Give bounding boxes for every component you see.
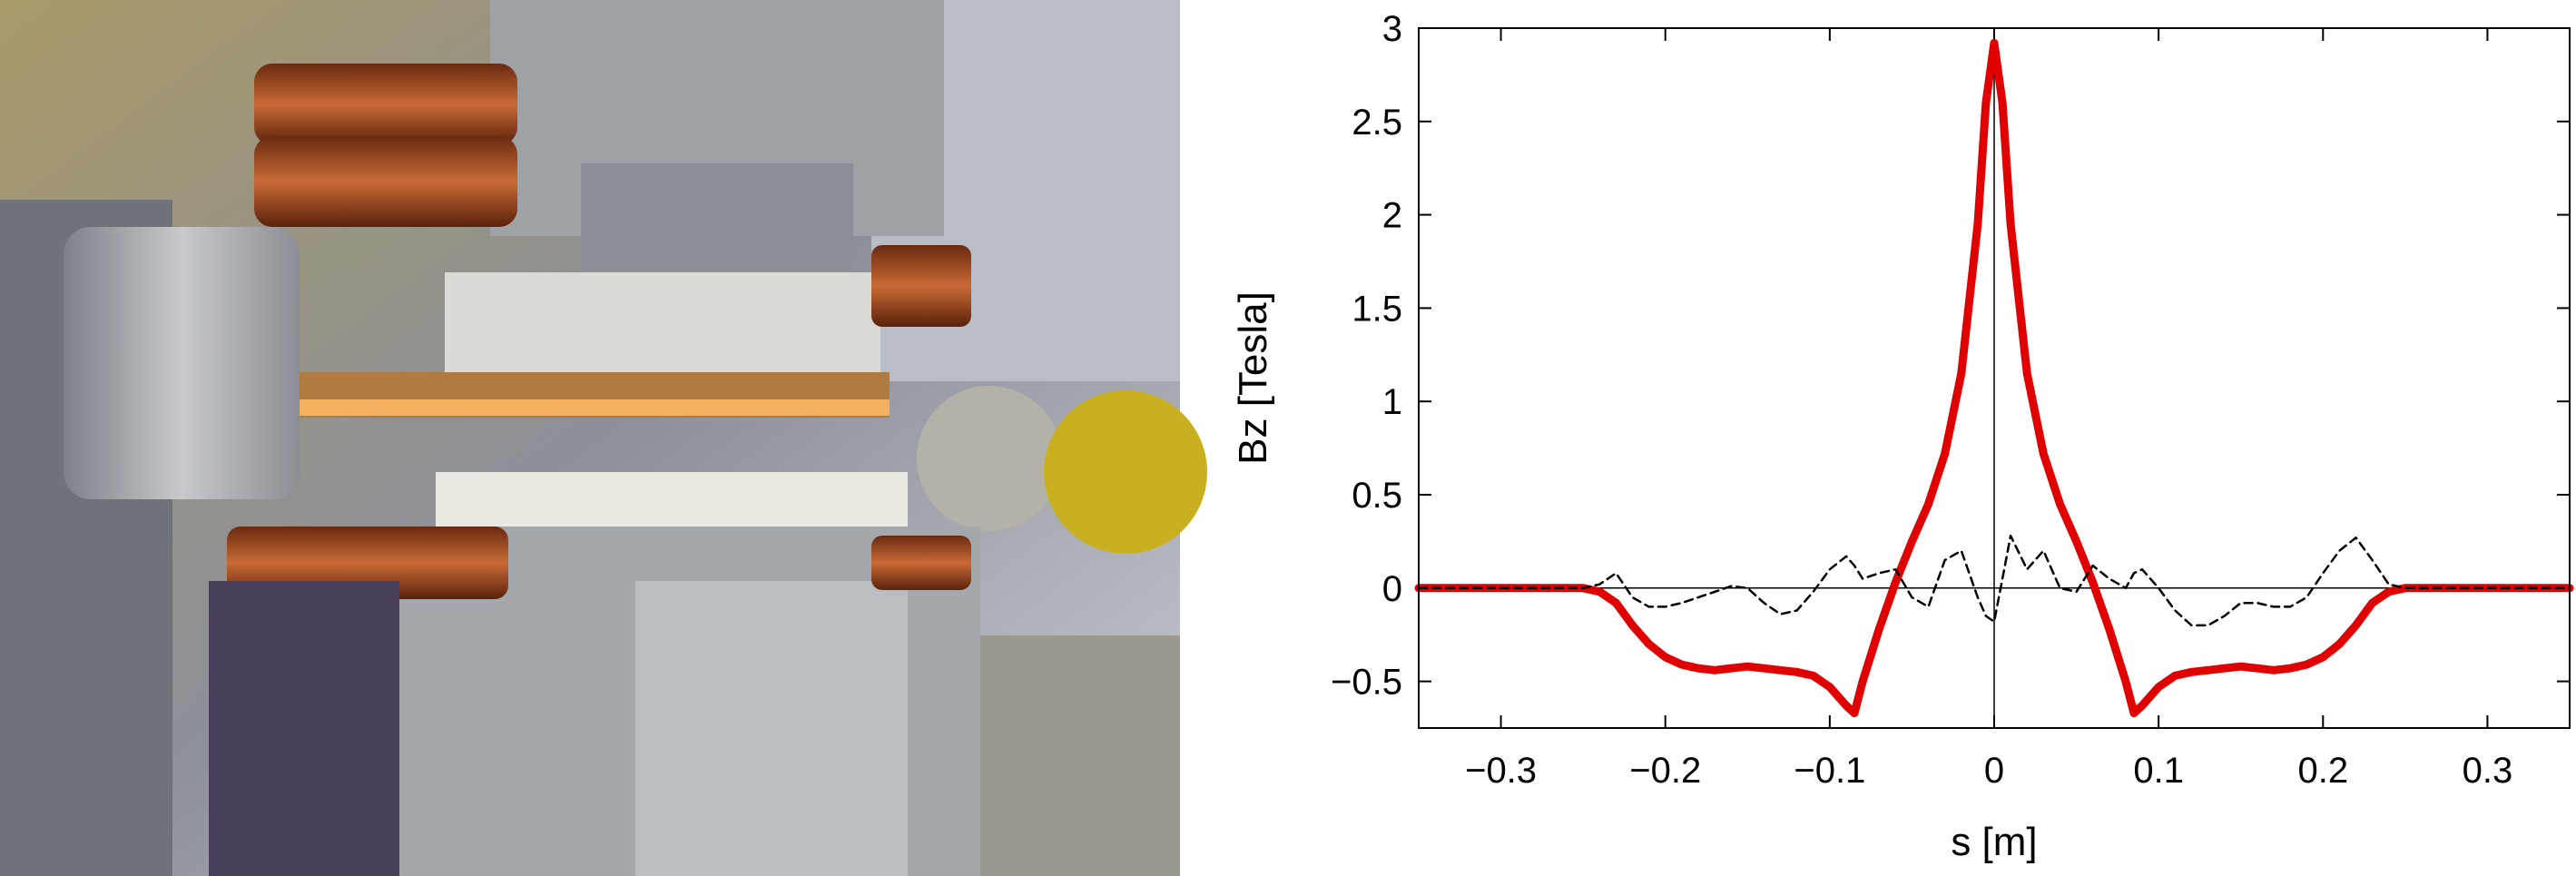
x-axis-label: s [m] — [1951, 820, 2037, 864]
x-tick-label: −0.2 — [1629, 751, 1701, 791]
plot-frame — [1418, 27, 2571, 729]
photo — [0, 0, 1207, 876]
x-tick-label: 0 — [1984, 751, 2004, 791]
y-tick-label: 3 — [1382, 9, 1402, 49]
x-tick-label: 0.1 — [2133, 751, 2184, 791]
y-tick-label: −0.5 — [1331, 663, 1402, 703]
series-line — [1417, 534, 2571, 627]
y-tick-label: 2.5 — [1352, 103, 1402, 143]
y-axis-label: Bz [Tesla] — [1231, 291, 1275, 465]
y-tick-label: 1 — [1382, 382, 1402, 422]
series-line — [1414, 38, 2574, 718]
x-tick-label: −0.1 — [1794, 751, 1865, 791]
y-tick-label: 0 — [1382, 569, 1402, 609]
x-tick-label: −0.3 — [1465, 751, 1537, 791]
y-tick-label: 0.5 — [1352, 476, 1402, 516]
x-tick-label: 0.3 — [2463, 751, 2513, 791]
x-tick-label: 0.2 — [2297, 751, 2348, 791]
y-tick-label: 1.5 — [1352, 289, 1402, 329]
y-tick-label: 2 — [1382, 196, 1402, 236]
